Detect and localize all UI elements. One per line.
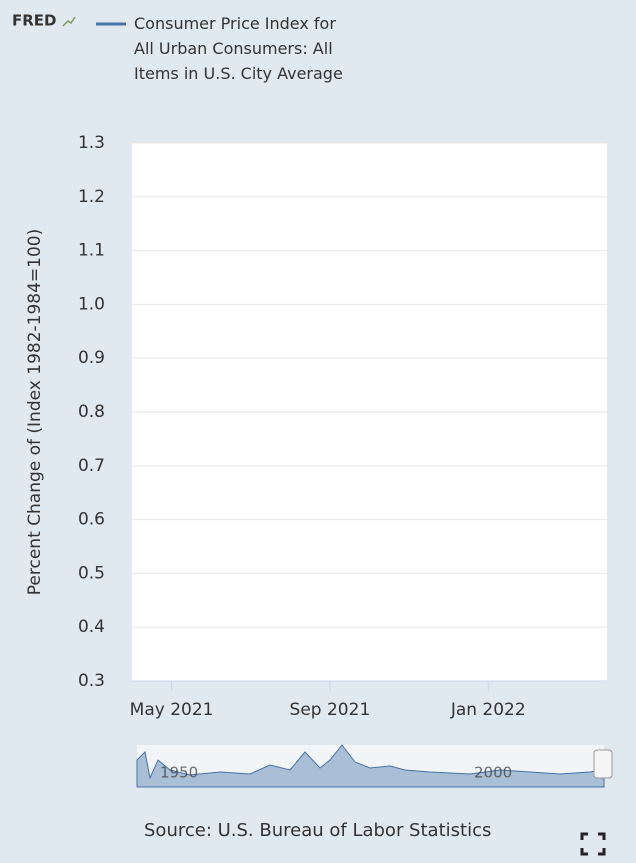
y-tick-label: 0.5 xyxy=(78,563,105,583)
navigator-handle[interactable] xyxy=(593,749,613,779)
y-tick-label: 0.9 xyxy=(78,348,105,368)
navigator-label: 2000 xyxy=(474,764,512,782)
y-tick-label: 1.1 xyxy=(78,241,105,261)
logo-icon xyxy=(62,16,76,27)
y-axis-label: Percent Change of (Index 1982-1984=100) xyxy=(25,229,45,595)
navigator-label: 1950 xyxy=(160,764,198,782)
y-tick-label: 0.4 xyxy=(78,617,105,637)
x-tick-label: May 2021 xyxy=(130,700,214,720)
navigator: 1950 2000 xyxy=(136,744,613,788)
source: Source: U.S. Bureau of Labor Statistics xyxy=(144,820,491,841)
y-tick-label: 1.2 xyxy=(78,187,105,207)
x-tick-label: Jan 2022 xyxy=(450,700,526,720)
legend: Consumer Price Index for All Urban Consu… xyxy=(134,14,343,83)
y-tick-label: 0.7 xyxy=(78,456,105,476)
fullscreen-button[interactable] xyxy=(580,832,606,856)
navigator-series xyxy=(136,744,605,788)
y-tick-label: 1.3 xyxy=(78,133,105,153)
legend-text: Consumer Price Index for All Urban Consu… xyxy=(134,14,343,83)
y-tick-label: 0.3 xyxy=(78,671,105,691)
y-tick-label: 0.6 xyxy=(78,510,105,530)
y-tick-label: 1.0 xyxy=(78,294,105,314)
x-tick-label: Sep 2021 xyxy=(290,700,371,720)
logo: FRED xyxy=(12,12,57,30)
y-tick-label: 0.8 xyxy=(78,402,105,422)
